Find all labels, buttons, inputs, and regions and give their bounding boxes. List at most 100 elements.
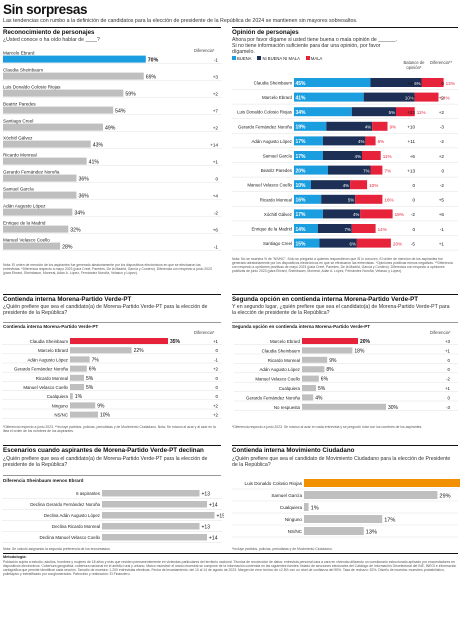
small-label: 10%	[405, 95, 414, 100]
stack-segment	[311, 180, 351, 190]
panel3-top-rule	[3, 294, 221, 295]
category-label: Samuel García	[271, 493, 302, 498]
buena-label: 17%	[296, 212, 307, 218]
value-label: +13	[202, 525, 211, 531]
legend-buena: BUENA	[232, 56, 251, 61]
category-label: Santiago Creel	[3, 119, 33, 124]
small-label: 4%	[365, 125, 371, 130]
bar	[302, 394, 314, 401]
value-label: 54%	[115, 109, 126, 115]
stack-segment	[372, 121, 388, 131]
diff-label: +1	[213, 339, 219, 344]
diff-label: +4	[213, 194, 219, 199]
mala-label: 7%	[384, 168, 391, 173]
panel2-top-rule	[232, 27, 458, 28]
stack-segment	[294, 121, 327, 131]
category-label: Declina Gerardo Fernández Noroña	[30, 502, 100, 507]
stack-segment	[363, 92, 415, 102]
buena-label: 19%	[296, 125, 307, 131]
category-label: NS/NC	[288, 529, 303, 534]
category-label: Marcelo Ebrard	[262, 95, 293, 100]
diff-label: 0	[215, 177, 218, 182]
value-label: 17%	[384, 517, 395, 523]
buena-label: 34%	[296, 110, 307, 116]
value-label: 35%	[170, 339, 181, 345]
diff-label: -2	[440, 139, 445, 144]
category-label: Adán Augusto López	[27, 357, 68, 362]
stack-segment	[294, 180, 311, 190]
panel4-top-rule	[232, 294, 458, 295]
diff-label: 0	[448, 358, 451, 363]
category-label: Claudia Sheinbaum	[254, 81, 293, 86]
panel2-chart: Claudia Sheinbaum 45% 6% 13% +32 0 Marcelo Ebr…	[232, 78, 458, 251]
bar	[102, 501, 207, 508]
diff-label: +7	[213, 109, 219, 114]
balance-label: +13	[407, 168, 415, 173]
methodology-rule	[3, 553, 458, 554]
mala-label: 11%	[417, 110, 426, 115]
category-label: Declina Manuel Velasco Coello	[39, 535, 100, 540]
panel2-note: Nota: No se muestra % de "NS/NC". Sólo s…	[232, 257, 453, 274]
stack-segment	[294, 92, 364, 102]
category-label: Ninguno	[285, 517, 303, 522]
stack-segment	[350, 180, 368, 190]
diff-label: -3	[440, 125, 445, 130]
value-label: 6%	[89, 367, 97, 373]
small-label: 5%	[348, 198, 354, 203]
small-label: 7%	[363, 168, 369, 173]
panel2-balance-header: Balance de opinión*	[403, 60, 425, 70]
value-label: 36%	[78, 194, 89, 200]
balance-label: +11	[408, 139, 416, 144]
value-label: 36%	[78, 177, 89, 183]
panel3-title: Contienda interna Morena-Partido Verde-P…	[3, 296, 132, 303]
value-label: 49%	[105, 126, 116, 132]
bar	[304, 479, 460, 487]
diff-label: 0	[216, 376, 219, 381]
panel1-title: Reconocimiento de personajes	[3, 29, 95, 36]
value-label: 32%	[70, 228, 81, 234]
panel6-title: Contienda interna Movimiento Ciudadano	[232, 447, 355, 454]
bar	[70, 365, 87, 372]
diff-label: +5	[439, 198, 445, 203]
category-label: Claudia Sheinbaum	[262, 348, 301, 353]
buena-label: 15%	[296, 241, 307, 247]
value-label: 7%	[92, 357, 100, 363]
bar	[3, 225, 69, 233]
value-label: +13	[202, 492, 211, 498]
panel3-note: *Diferencia respecto a junio 2023. **Inc…	[3, 425, 216, 434]
bar	[70, 356, 90, 363]
category-label: Santiago Creel	[263, 241, 292, 246]
panel4-sub-rule	[232, 322, 458, 323]
stack-segment	[370, 78, 422, 87]
mala-label: 19%	[395, 212, 404, 217]
panel4-diff-header: Diferencia*	[430, 330, 451, 335]
panel2-diff-header: Diferencia**	[430, 60, 453, 65]
page-subtitle: Las tendencias con rumbo a la definición…	[3, 18, 358, 24]
bar	[302, 338, 358, 344]
category-label: Adán Augusto López	[251, 139, 292, 144]
diff-label: +2	[213, 92, 219, 97]
category-label: Luis Donaldo Colosio Riojas	[3, 85, 61, 90]
panel2-legend: BUENA NI BUENA NI MALA MALA	[232, 56, 322, 61]
category-label: Marcelo Ebrard	[3, 51, 35, 56]
stack-segment	[294, 151, 323, 160]
panel6-chart: Luis Donaldo Colosio Riojas40%Samuel Gar…	[232, 479, 460, 538]
small-label: 7%	[344, 227, 350, 232]
category-label: Enrique de la Madrid	[251, 227, 292, 232]
category-label: Ricardo Monreal	[3, 153, 37, 158]
bar	[302, 366, 325, 373]
diff-label: +2	[213, 413, 219, 418]
stack-segment	[294, 107, 352, 117]
value-label: 5%	[86, 385, 94, 391]
diff-label: +1	[439, 241, 445, 246]
category-label: Marcelo Ebrard	[270, 339, 301, 344]
value-label: 43%	[93, 143, 104, 149]
small-label: 4%	[358, 139, 364, 144]
stack-segment	[351, 224, 376, 233]
category-label: Beatriz Paredes	[3, 102, 36, 107]
balance-label: 0	[412, 198, 415, 203]
legend-mala-label: MALA	[310, 56, 323, 61]
stack-segment	[396, 107, 415, 117]
stack-segment	[414, 92, 439, 102]
diff-label: -1	[214, 245, 219, 250]
